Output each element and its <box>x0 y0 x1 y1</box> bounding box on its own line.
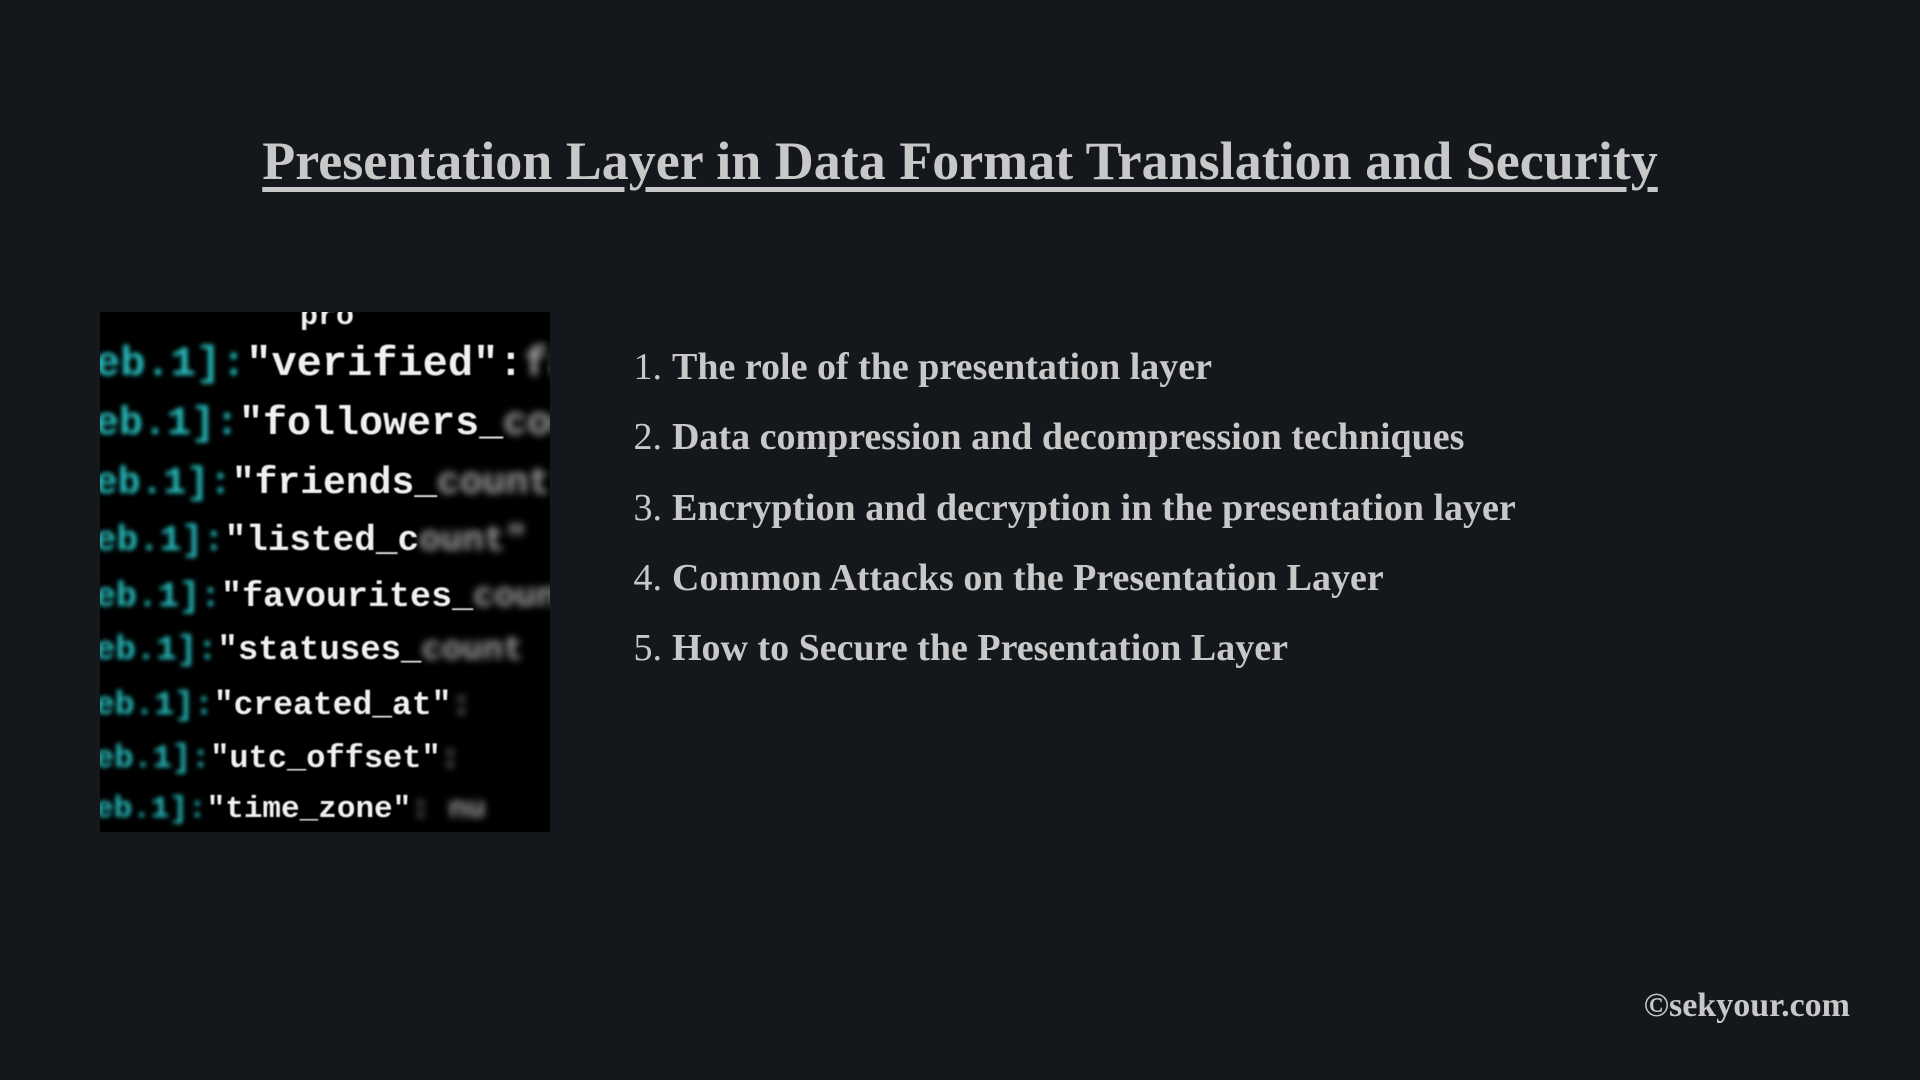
list-item: 5.How to Secure the Presentation Layer <box>630 613 1516 683</box>
terminal-line: eb.1]: "favourites_count <box>100 577 550 617</box>
list-item-number: 1. <box>630 332 672 402</box>
list-item-text: Encryption and decryption in the present… <box>672 473 1516 543</box>
list-item-number: 5. <box>630 613 672 683</box>
terminal-line: eb.1]: "statuses_count <box>100 632 524 670</box>
list-item-text: The role of the presentation layer <box>672 332 1516 402</box>
list-item: 3.Encryption and decryption in the prese… <box>630 473 1516 543</box>
terminal-line: pro <box>300 312 354 334</box>
list-item-text: Common Attacks on the Presentation Layer <box>672 543 1516 613</box>
list-item: 4.Common Attacks on the Presentation Lay… <box>630 543 1516 613</box>
terminal-line: eb.1]: "followers_coun <box>100 402 550 447</box>
terminal-line: eb.1]: "time_zone": nu <box>100 792 486 827</box>
terminal-line: eb.1]: "created_at": <box>100 687 471 724</box>
terminal-line: eb.1]: "verified": fal <box>100 340 550 388</box>
list-item-text: Data compression and decompression techn… <box>672 402 1516 472</box>
list-item-number: 4. <box>630 543 672 613</box>
list-item-number: 2. <box>630 402 672 472</box>
terminal-line: eb.1]: "friends_count" <box>100 462 550 505</box>
copyright-text: ©sekyour.com <box>1644 987 1850 1025</box>
content-area: pro eb.1]: "verified": fal eb.1]: "followe… <box>0 192 1920 832</box>
terminal-image: pro eb.1]: "verified": fal eb.1]: "followe… <box>100 312 550 832</box>
terminal-line: eb.1]: "listed_count" <box>100 520 527 561</box>
list-item-text: How to Secure the Presentation Layer <box>672 613 1516 683</box>
terminal-line: eb.1]: "utc_offset": <box>100 740 460 777</box>
page-title: Presentation Layer in Data Format Transl… <box>0 0 1920 192</box>
list-item: 1.The role of the presentation layer <box>630 332 1516 402</box>
list-item-number: 3. <box>630 473 672 543</box>
list-item: 2.Data compression and decompression tec… <box>630 402 1516 472</box>
topic-list: 1.The role of the presentation layer2.Da… <box>630 312 1516 683</box>
